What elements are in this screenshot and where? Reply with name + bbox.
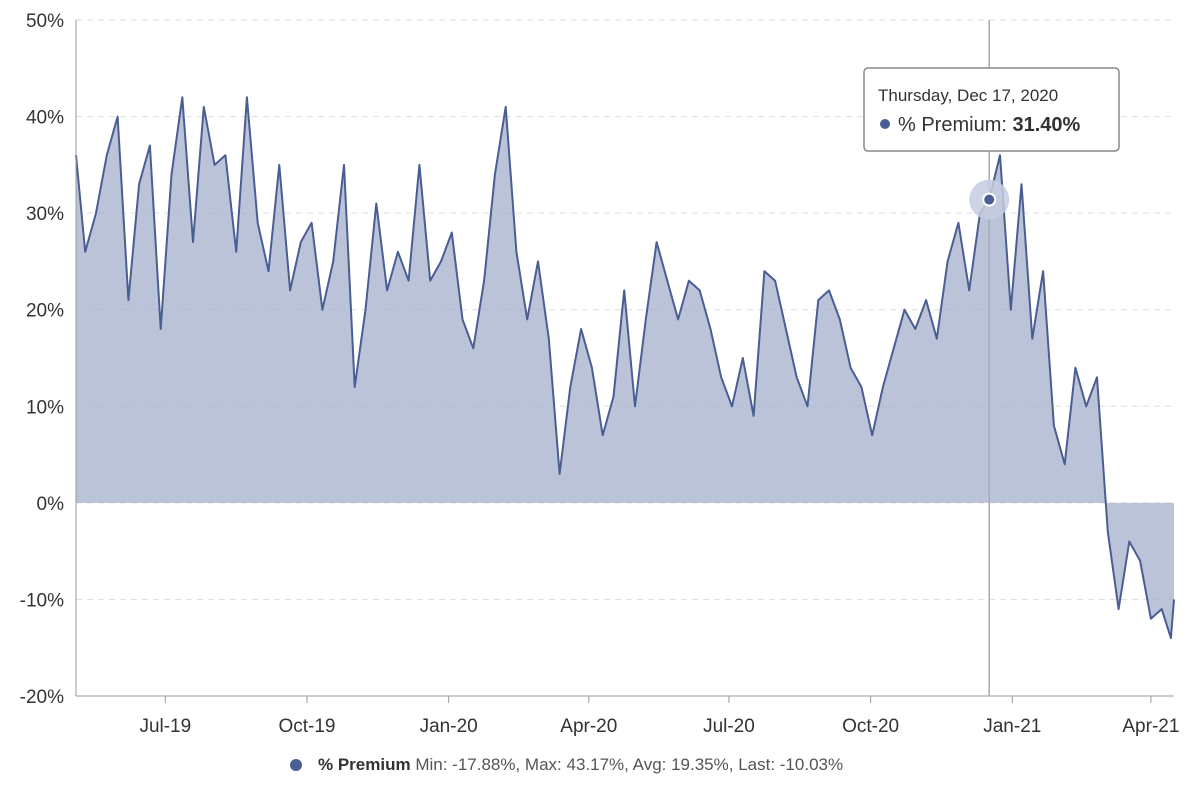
y-tick-label-0: -20% xyxy=(20,687,64,708)
x-tick-label-0: Jul-19 xyxy=(139,716,191,737)
legend-series-name: % Premium xyxy=(318,755,411,774)
crosshair xyxy=(969,20,1010,696)
tooltip: Thursday, Dec 17, 2020 % Premium: 31.40% xyxy=(863,67,1120,152)
legend[interactable]: % Premium Min: -17.88%, Max: 43.17%, Avg… xyxy=(290,755,843,774)
y-tick-label-5: 30% xyxy=(26,204,64,225)
tooltip-series-marker xyxy=(880,119,890,129)
hover-point xyxy=(982,192,997,207)
x-axis-ticks: Jul-19 Oct-19 Jan-20 Apr-20 Jul-20 Oct-20 Jan-… xyxy=(139,696,1179,737)
y-tick-label-2: 0% xyxy=(37,494,65,515)
series-line xyxy=(75,96,1175,640)
y-tick-label-4: 20% xyxy=(26,301,64,322)
x-tick-label-1: Oct-19 xyxy=(278,716,335,737)
tooltip-series-name: % Premium: xyxy=(898,114,1007,136)
x-tick-label-3: Apr-20 xyxy=(560,716,617,737)
x-tick-label-2: Jan-20 xyxy=(420,716,478,737)
y-tick-label-3: 10% xyxy=(26,397,64,418)
x-tick-label-7: Apr-21 xyxy=(1122,716,1179,737)
y-tick-label-7: 50% xyxy=(26,11,64,32)
y-tick-label-1: -10% xyxy=(20,590,64,611)
series-area-fill xyxy=(76,97,1174,639)
series-area xyxy=(75,96,1175,640)
y-axis-ticks: -20% -10% 0% 10% 20% 30% 40% 50% xyxy=(20,11,64,708)
axes xyxy=(75,20,1174,697)
x-tick-label-4: Jul-20 xyxy=(703,716,755,737)
x-tick-label-5: Oct-20 xyxy=(842,716,899,737)
tooltip-value: 31.40% xyxy=(1012,114,1080,136)
tooltip-line: % Premium: 31.40% xyxy=(898,114,1081,136)
legend-stats: Min: -17.88%, Max: 43.17%, Avg: 19.35%, … xyxy=(415,755,843,774)
x-tick-label-6: Jan-21 xyxy=(983,716,1041,737)
tooltip-box xyxy=(863,67,1120,152)
legend-series-marker xyxy=(290,759,302,771)
tooltip-date: Thursday, Dec 17, 2020 xyxy=(878,86,1058,105)
legend-text: % Premium Min: -17.88%, Max: 43.17%, Avg… xyxy=(318,755,843,774)
y-tick-label-6: 40% xyxy=(26,108,64,129)
